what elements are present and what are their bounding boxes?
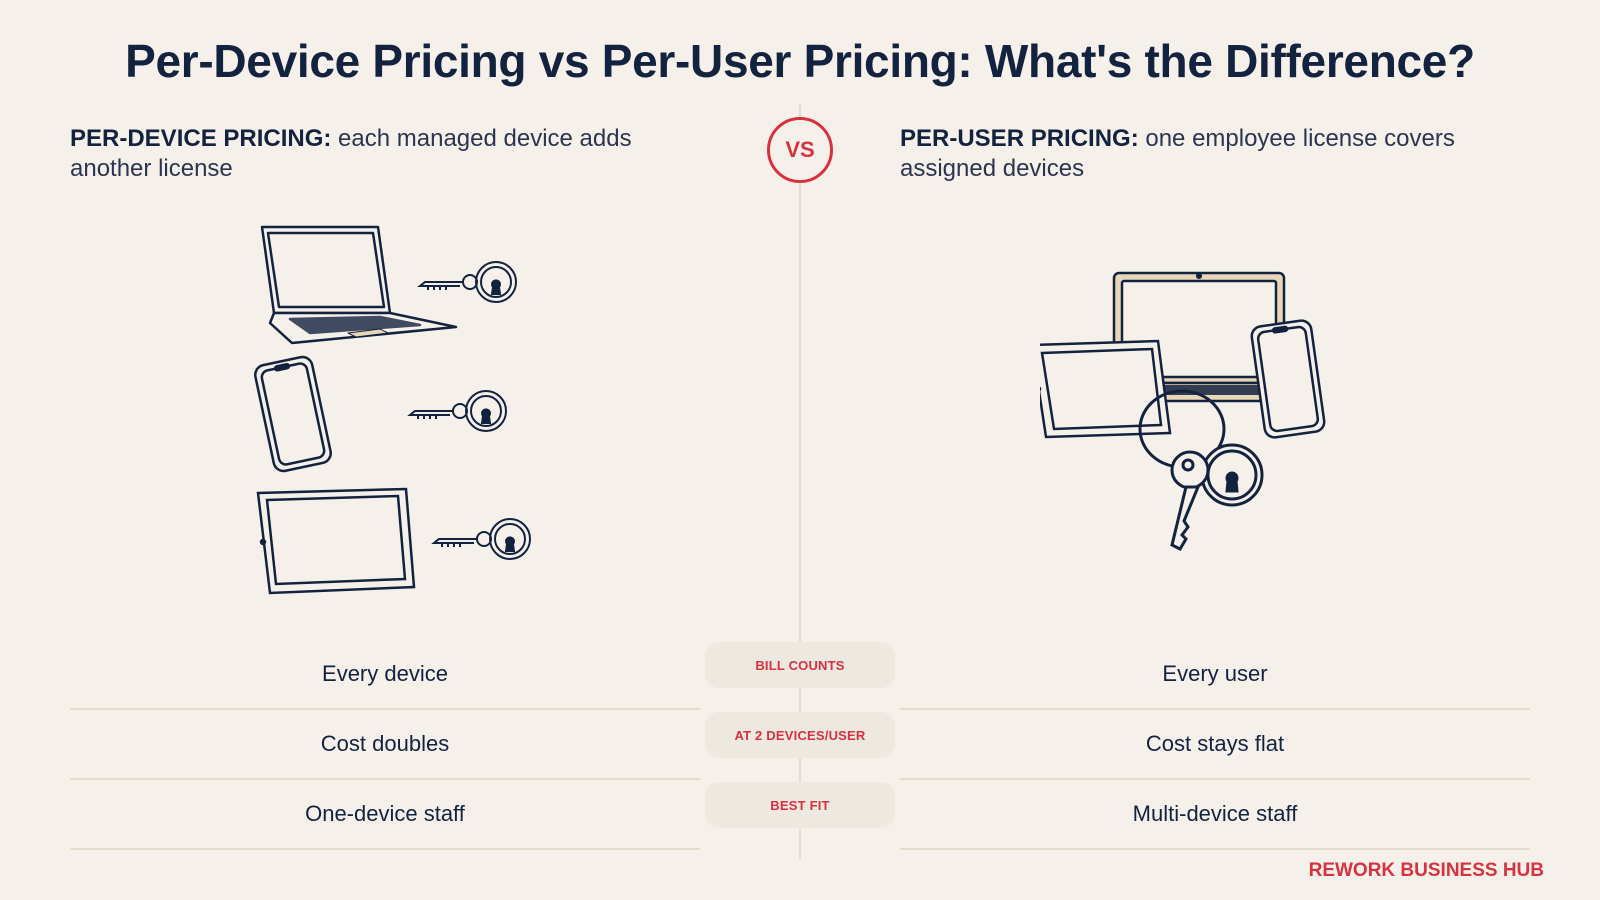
- per-device-cell: One-device staff: [70, 780, 700, 850]
- keyring-icon: [1138, 389, 1264, 551]
- page-title: Per-Device Pricing vs Per-User Pricing: …: [125, 35, 1475, 87]
- per-user-cell: Multi-device staff: [900, 780, 1530, 850]
- key-icon: [407, 390, 507, 432]
- table-row: Cost doubles AT 2 DEVICES/USER Cost stay…: [0, 710, 1600, 780]
- per-device-cell: Cost doubles: [70, 710, 700, 780]
- phone-icon: [1250, 319, 1326, 439]
- per-device-heading-text: each managed device adds another license: [70, 125, 632, 182]
- table-row: One-device staff BEST FIT Multi-device s…: [0, 780, 1600, 850]
- phone-icon: [254, 355, 332, 473]
- per-user-heading: PER-USER PRICING: one employee license c…: [900, 124, 1480, 184]
- key-icon: [417, 261, 517, 303]
- per-device-illustration: [254, 225, 531, 595]
- center-divider: [799, 104, 801, 860]
- per-user-heading-label: PER-USER PRICING:: [900, 125, 1139, 152]
- per-device-heading-label: PER-DEVICE PRICING:: [70, 125, 332, 152]
- brand-logo-text: REWORK BUSINESS HUB: [1308, 860, 1544, 881]
- vs-badge: VS: [767, 117, 833, 183]
- tablet-icon: [1040, 339, 1172, 439]
- table-row: Every device BILL COUNTS Every user: [0, 640, 1600, 710]
- per-user-cell: Every user: [900, 640, 1530, 710]
- laptop-icon: [260, 225, 458, 345]
- per-user-illustration: [1040, 271, 1326, 551]
- per-device-heading: PER-DEVICE PRICING: each managed device …: [70, 124, 650, 184]
- row-label-pill: BEST FIT: [705, 782, 895, 828]
- key-icon: [431, 518, 531, 560]
- per-user-heading-text: one employee license covers assigned dev…: [900, 125, 1455, 182]
- per-user-cell: Cost stays flat: [900, 710, 1530, 780]
- row-label-pill: BILL COUNTS: [705, 642, 895, 688]
- per-device-cell: Every device: [70, 640, 700, 710]
- tablet-icon: [256, 487, 416, 595]
- row-label-pill: AT 2 DEVICES/USER: [705, 712, 895, 758]
